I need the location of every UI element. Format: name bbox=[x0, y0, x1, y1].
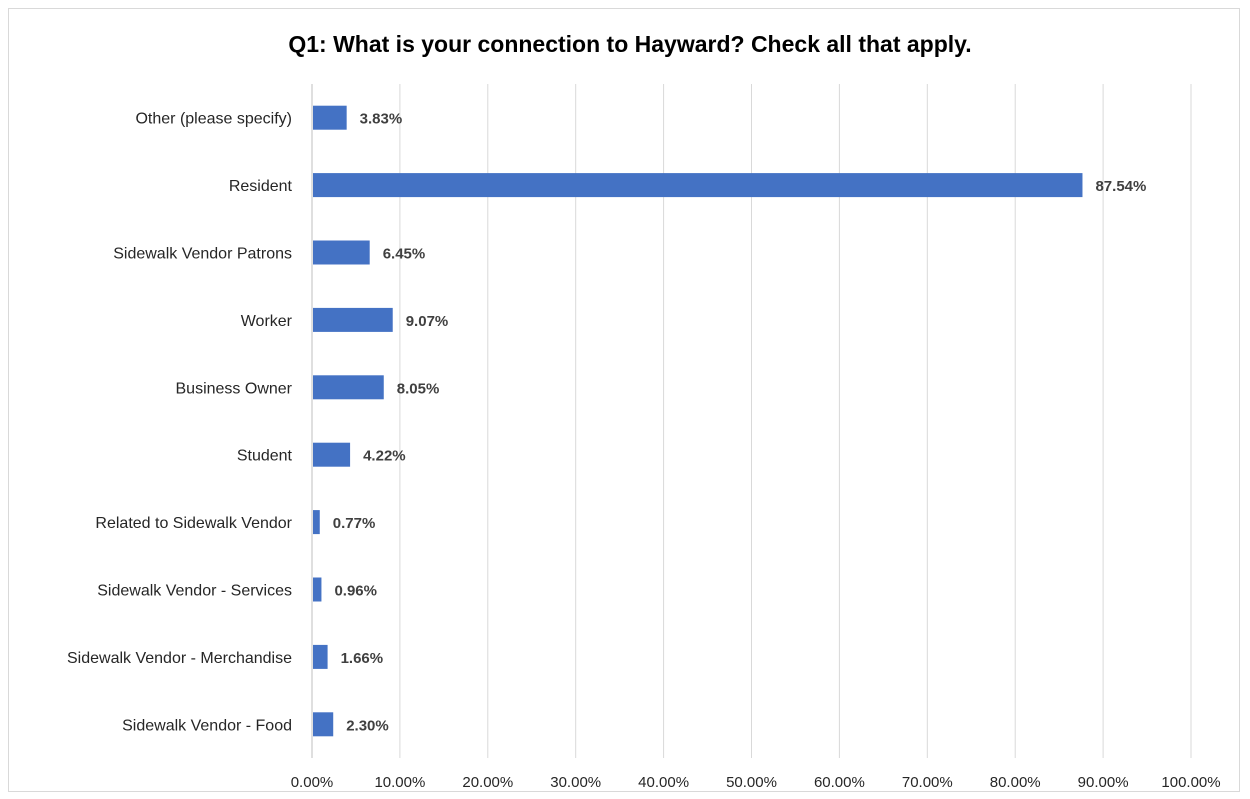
x-tick-label: 60.00% bbox=[814, 774, 865, 791]
category-label: Related to Sidewalk Vendor bbox=[95, 515, 292, 532]
data-label: 3.83% bbox=[360, 111, 403, 128]
bar bbox=[313, 240, 370, 265]
bar bbox=[313, 105, 347, 130]
bar bbox=[313, 173, 1083, 198]
data-label: 1.66% bbox=[341, 650, 384, 667]
x-tick-label: 0.00% bbox=[291, 774, 334, 791]
bar bbox=[313, 307, 393, 332]
chart-title: Q1: What is your connection to Hayward? … bbox=[288, 31, 971, 57]
category-labels: Other (please specify) Resident Sidewalk V… bbox=[67, 111, 293, 735]
bar bbox=[313, 442, 351, 467]
x-tick-label: 30.00% bbox=[550, 774, 601, 791]
bar bbox=[313, 712, 334, 737]
x-tick-label: 80.00% bbox=[990, 774, 1041, 791]
x-tick-label: 100.00% bbox=[1161, 774, 1220, 791]
category-label: Sidewalk Vendor - Merchandise bbox=[67, 650, 292, 667]
bar bbox=[313, 577, 322, 602]
chart-frame bbox=[8, 8, 1240, 792]
x-axis-ticks: 0.00% 10.00% 20.00% 30.00% 40.00% 50.00% 60.00… bbox=[291, 774, 1221, 791]
bars bbox=[313, 105, 1083, 737]
value-labels: 3.83% 87.54% 6.45% 9.07% 8.05% 4.22% 0.77% 0.96… bbox=[333, 111, 1147, 735]
category-label: Sidewalk Vendor Patrons bbox=[113, 246, 292, 263]
bar bbox=[313, 375, 384, 400]
data-label: 9.07% bbox=[406, 313, 449, 330]
data-label: 6.45% bbox=[383, 246, 426, 263]
x-tick-label: 20.00% bbox=[462, 774, 513, 791]
bar bbox=[313, 644, 328, 669]
x-tick-label: 90.00% bbox=[1078, 774, 1129, 791]
x-tick-label: 40.00% bbox=[638, 774, 689, 791]
data-label: 0.77% bbox=[333, 515, 376, 532]
x-tick-label: 10.00% bbox=[374, 774, 425, 791]
category-label: Sidewalk Vendor - Services bbox=[97, 583, 292, 600]
x-tick-label: 70.00% bbox=[902, 774, 953, 791]
data-label: 4.22% bbox=[363, 448, 406, 465]
data-label: 8.05% bbox=[397, 380, 440, 397]
x-tick-label: 50.00% bbox=[726, 774, 777, 791]
data-label: 87.54% bbox=[1095, 178, 1146, 195]
category-label: Resident bbox=[229, 178, 293, 195]
bar bbox=[313, 510, 320, 535]
category-label: Other (please specify) bbox=[135, 111, 292, 128]
data-label: 0.96% bbox=[334, 583, 377, 600]
data-label: 2.30% bbox=[346, 717, 389, 734]
category-label: Business Owner bbox=[176, 380, 293, 397]
category-label: Worker bbox=[241, 313, 293, 330]
category-label: Student bbox=[237, 448, 293, 465]
category-label: Sidewalk Vendor - Food bbox=[122, 717, 292, 734]
